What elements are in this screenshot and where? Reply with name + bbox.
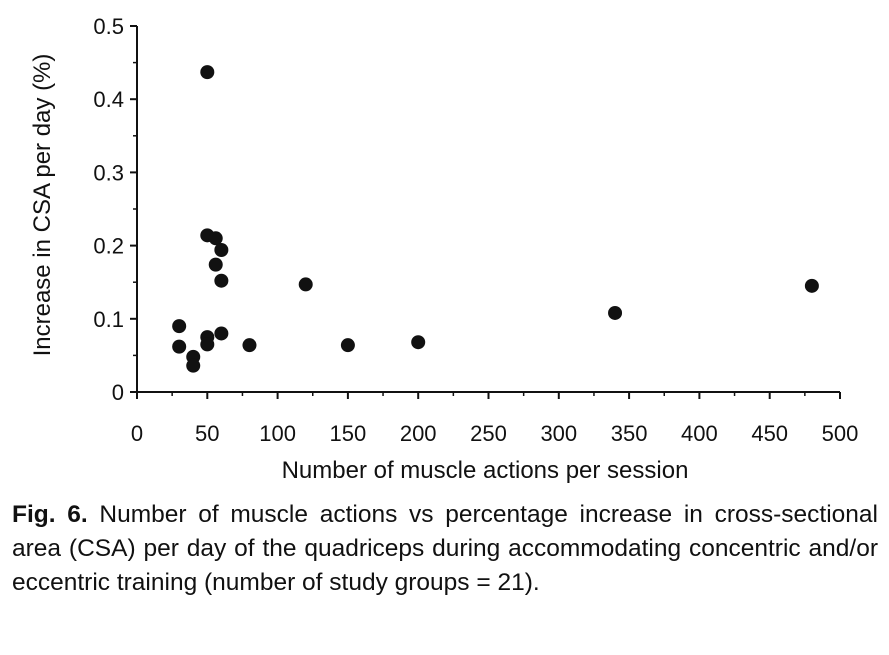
- data-point: [208, 257, 223, 272]
- y-tick-label: 0.5: [93, 14, 124, 39]
- data-point: [214, 326, 229, 341]
- x-tick-label: 250: [470, 421, 507, 446]
- x-tick-label: 450: [751, 421, 788, 446]
- x-tick-label: 400: [681, 421, 718, 446]
- x-tick-label: 200: [400, 421, 437, 446]
- caption-label: Fig. 6.: [12, 501, 88, 528]
- x-tick-label: 500: [822, 421, 859, 446]
- figure-caption: Fig. 6. Number of muscle actions vs perc…: [12, 498, 878, 600]
- x-tick-label: 100: [259, 421, 296, 446]
- x-tick-label: 50: [195, 421, 219, 446]
- data-point: [208, 231, 223, 246]
- data-points: [172, 65, 819, 373]
- data-point: [340, 338, 355, 353]
- x-axis-ticks: 0 50 100 150 200 250 300 350 400 450 500: [131, 392, 858, 446]
- data-point: [200, 337, 215, 352]
- y-axis-label: Increase in CSA per day (%): [29, 54, 56, 357]
- x-tick-label: 300: [540, 421, 577, 446]
- y-tick-label: 0.2: [93, 234, 124, 259]
- chart-axes: [136, 26, 840, 393]
- data-point: [804, 278, 819, 293]
- data-point: [172, 319, 187, 334]
- y-tick-label: 0: [112, 380, 124, 405]
- data-point: [608, 305, 623, 320]
- y-tick-label: 0.3: [93, 160, 124, 185]
- x-axis-label: Number of muscle actions per session: [282, 457, 689, 484]
- x-tick-label: 150: [330, 421, 367, 446]
- x-tick-label: 0: [131, 421, 143, 446]
- y-tick-label: 0.4: [93, 87, 124, 112]
- caption-text: Number of muscle actions vs percentage i…: [12, 501, 878, 596]
- data-point: [298, 277, 313, 292]
- x-tick-label: 350: [611, 421, 648, 446]
- data-point: [411, 335, 426, 350]
- y-axis-ticks: 0 0.1 0.2 0.3 0.4 0.5: [93, 14, 137, 405]
- scatter-chart: 0 50 100 150 200 250 300 350 400 450 500 0 0.1 0.2 0.…: [29, 14, 858, 484]
- y-tick-label: 0.1: [93, 307, 124, 332]
- data-point: [200, 65, 215, 80]
- data-point: [172, 339, 187, 354]
- data-point: [242, 338, 257, 353]
- data-point: [214, 273, 229, 288]
- data-point: [214, 242, 229, 257]
- data-point: [186, 358, 201, 373]
